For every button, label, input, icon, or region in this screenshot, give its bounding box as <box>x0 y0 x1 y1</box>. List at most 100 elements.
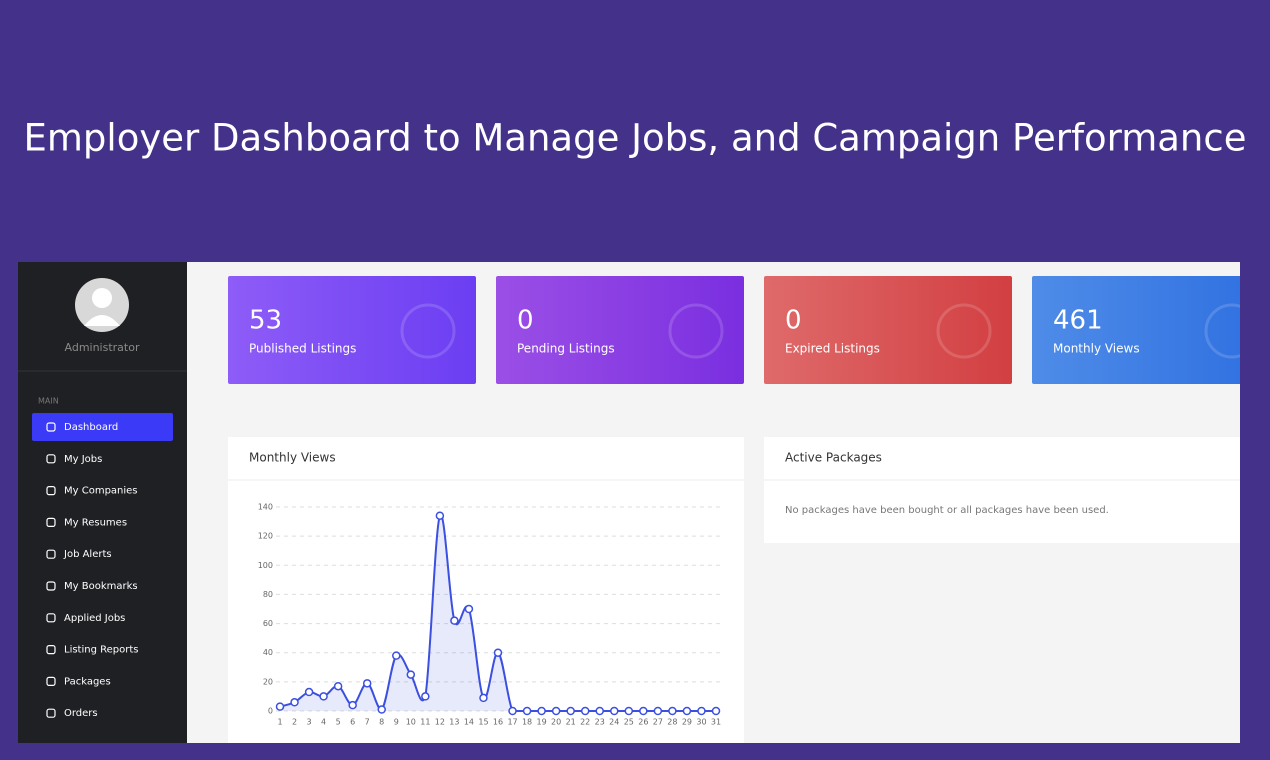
point <box>522 706 532 716</box>
card-icon <box>400 303 456 359</box>
nav-item[interactable]: My Companies <box>64 486 138 497</box>
nav-active <box>32 413 173 441</box>
x-tick-label: 16 <box>493 718 503 727</box>
nav-item[interactable]: Job Alerts <box>63 549 112 560</box>
nav-icon <box>46 517 56 528</box>
panel-title: Active Packages <box>785 451 882 465</box>
x-tick-label: 4 <box>321 718 326 727</box>
nav-icon <box>46 486 56 496</box>
y-tick-label: 120 <box>258 532 273 541</box>
y-tick-label: 0 <box>268 707 273 716</box>
x-tick-label: 5 <box>336 718 341 727</box>
nav-item[interactable]: Orders <box>64 708 98 719</box>
nav-item[interactable]: Applied Jobs <box>64 613 125 624</box>
x-tick-label: 3 <box>307 718 312 727</box>
point <box>624 706 634 716</box>
nav-icon <box>46 613 56 623</box>
x-tick-label: 1 <box>277 718 282 727</box>
point <box>668 706 677 716</box>
nav-icon <box>46 708 56 718</box>
point <box>711 706 721 716</box>
avatar-body <box>84 315 120 326</box>
x-tick-label: 29 <box>682 718 692 727</box>
x-tick-label: 22 <box>580 718 590 727</box>
point <box>319 692 328 701</box>
point <box>610 706 619 716</box>
card-label: Pending Listings <box>517 342 615 356</box>
point <box>377 705 386 714</box>
nav-item[interactable]: Listing Reports <box>64 645 138 656</box>
card-icon <box>668 303 724 359</box>
point <box>406 670 416 679</box>
x-tick-label: 27 <box>653 718 663 727</box>
x-tick-label: 15 <box>478 718 488 727</box>
x-tick-label: 14 <box>464 718 474 727</box>
stat-card[interactable] <box>228 276 476 384</box>
point <box>435 511 445 520</box>
x-tick-label: 26 <box>638 718 648 727</box>
point <box>566 706 575 716</box>
x-tick-label: 17 <box>507 718 517 727</box>
area <box>280 514 716 711</box>
nav-icon <box>46 454 56 464</box>
stat-card[interactable] <box>496 276 744 384</box>
x-tick-label: 10 <box>406 718 416 727</box>
nav-item[interactable]: My Jobs <box>64 454 102 465</box>
panel-title: Monthly Views <box>249 451 336 465</box>
sidebar <box>18 262 187 743</box>
point <box>479 693 488 703</box>
x-tick-label: 19 <box>537 718 547 727</box>
card-label: Expired Listings <box>785 342 880 356</box>
headline: Employer Dashboard to Manage Jobs, and C… <box>24 117 1247 160</box>
x-tick-label: 20 <box>551 718 561 727</box>
card-value: 461 <box>1053 306 1103 336</box>
panel-message: No packages have been bought or all pack… <box>785 505 1109 516</box>
nav-icon <box>46 422 56 432</box>
x-tick-label: 7 <box>365 718 370 727</box>
stat-card[interactable] <box>1032 276 1270 384</box>
panel <box>764 437 1240 543</box>
point <box>639 706 648 716</box>
y-tick-label: 100 <box>258 561 273 570</box>
point <box>595 706 604 716</box>
x-tick-label: 24 <box>609 718 619 727</box>
x-tick-label: 21 <box>566 718 576 727</box>
y-tick-label: 20 <box>263 677 273 686</box>
point <box>682 706 692 716</box>
nav-item[interactable]: Dashboard <box>64 422 118 433</box>
card-value: 0 <box>785 306 802 336</box>
user-name: Administrator <box>65 341 140 354</box>
card-label: Published Listings <box>249 342 356 356</box>
x-tick-label: 31 <box>711 718 721 727</box>
x-tick-label: 6 <box>350 718 355 727</box>
nav-item[interactable]: My Bookmarks <box>64 581 138 592</box>
section-label: MAIN <box>38 397 59 406</box>
x-tick-label: 12 <box>435 718 445 727</box>
nav-item[interactable]: Packages <box>64 676 111 687</box>
x-tick-label: 8 <box>379 718 384 727</box>
point <box>348 700 357 710</box>
point <box>464 604 474 614</box>
nav-item[interactable]: My Resumes <box>64 517 127 528</box>
x-tick-label: 9 <box>394 718 399 727</box>
card-icon <box>1204 303 1240 359</box>
card-value: 53 <box>249 306 282 336</box>
point <box>653 706 663 716</box>
x-tick-label: 11 <box>420 718 430 727</box>
x-tick-label: 23 <box>595 718 605 727</box>
nav-icon <box>46 676 56 687</box>
y-tick-label: 40 <box>263 648 273 657</box>
point <box>551 706 561 716</box>
point <box>697 706 706 716</box>
card-label: Monthly Views <box>1053 342 1140 356</box>
point <box>392 651 401 660</box>
nav-icon <box>46 644 56 655</box>
y-tick-label: 60 <box>263 619 273 628</box>
point <box>421 692 430 701</box>
stat-card[interactable] <box>764 276 1012 384</box>
nav-icon <box>46 581 56 591</box>
point <box>362 679 372 688</box>
card-icon <box>936 303 992 359</box>
